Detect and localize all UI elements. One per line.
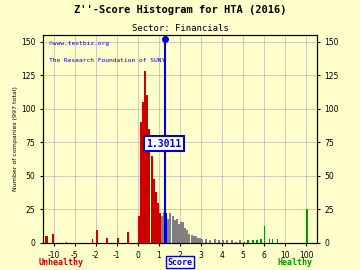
Bar xyxy=(45,236,48,243)
Text: Sector: Financials: Sector: Financials xyxy=(132,24,228,33)
Bar xyxy=(239,240,241,243)
Bar xyxy=(197,238,199,243)
Bar xyxy=(180,222,182,243)
Bar xyxy=(165,214,167,243)
Y-axis label: Number of companies (997 total): Number of companies (997 total) xyxy=(13,87,18,191)
Bar xyxy=(140,122,142,243)
Bar xyxy=(106,238,108,243)
Bar xyxy=(306,210,309,243)
Text: 1.3011: 1.3011 xyxy=(147,139,182,149)
Bar xyxy=(243,242,245,243)
Bar xyxy=(170,214,171,243)
Bar xyxy=(89,239,90,243)
Bar xyxy=(157,203,159,243)
Bar xyxy=(66,242,67,243)
Bar xyxy=(193,236,195,243)
Bar xyxy=(159,214,161,243)
Bar xyxy=(199,238,201,243)
Bar xyxy=(235,242,237,243)
Bar xyxy=(92,239,93,243)
Bar xyxy=(218,240,220,243)
Bar xyxy=(153,179,155,243)
Bar xyxy=(176,219,178,243)
Bar xyxy=(167,219,169,243)
Bar xyxy=(144,71,146,243)
Bar xyxy=(184,228,186,243)
Text: Healthy: Healthy xyxy=(278,258,313,266)
Bar xyxy=(269,239,270,243)
Bar xyxy=(252,240,253,243)
Bar xyxy=(174,220,176,243)
Bar xyxy=(205,239,207,243)
Bar xyxy=(272,239,273,243)
Bar xyxy=(161,216,163,243)
Bar xyxy=(182,222,184,243)
Bar xyxy=(247,240,249,243)
Bar xyxy=(96,230,98,243)
Text: Unhealthy: Unhealthy xyxy=(39,258,84,266)
Bar xyxy=(148,129,150,243)
Bar xyxy=(230,240,233,243)
Bar xyxy=(138,216,140,243)
Bar xyxy=(210,240,211,243)
Text: Z''-Score Histogram for HTA (2016): Z''-Score Histogram for HTA (2016) xyxy=(74,5,286,15)
Bar xyxy=(188,234,190,243)
Bar xyxy=(190,235,193,243)
Bar xyxy=(178,224,180,243)
Bar xyxy=(186,230,188,243)
Bar xyxy=(146,96,148,243)
Bar xyxy=(155,192,157,243)
Bar xyxy=(150,156,153,243)
Text: ©www.textbiz.org: ©www.textbiz.org xyxy=(49,41,109,46)
Bar xyxy=(127,232,129,243)
Bar xyxy=(277,239,278,243)
Text: The Research Foundation of SUNY: The Research Foundation of SUNY xyxy=(49,58,165,63)
Bar xyxy=(260,239,262,243)
Bar xyxy=(201,239,203,243)
Bar xyxy=(163,212,165,243)
Text: Score: Score xyxy=(167,258,193,266)
Bar xyxy=(172,216,174,243)
Bar xyxy=(51,234,54,243)
Bar xyxy=(75,231,76,243)
Bar xyxy=(214,239,216,243)
Bar xyxy=(142,102,144,243)
Bar xyxy=(256,240,258,243)
Bar xyxy=(226,240,228,243)
Bar xyxy=(222,240,224,243)
Bar xyxy=(195,236,197,243)
Bar xyxy=(264,225,265,243)
Bar xyxy=(117,238,119,243)
